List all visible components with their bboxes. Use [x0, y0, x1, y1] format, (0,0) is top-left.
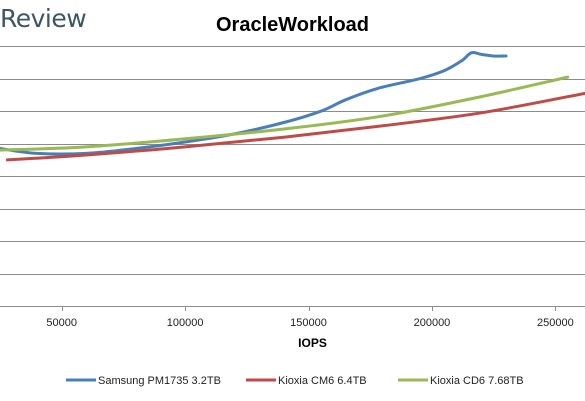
- gridlines: [0, 46, 585, 275]
- x-tick-label: 200000: [414, 317, 451, 329]
- series-lines: [0, 50, 585, 162]
- x-axis-label: IOPS: [298, 336, 327, 350]
- series-line-1: [0, 50, 508, 156]
- x-tick-label: 100000: [167, 317, 204, 329]
- legend-label: Kioxia CM6 6.4TB: [278, 375, 367, 387]
- axes: [0, 306, 585, 311]
- x-tick-label: 150000: [290, 317, 327, 329]
- series-line-2: [5, 91, 585, 162]
- legend-label: Kioxia CD6 7.68TB: [430, 375, 524, 387]
- x-tick-label: 250000: [537, 317, 574, 329]
- brand-logo-text: Review: [0, 4, 87, 33]
- x-tick-labels: 50000 100000 150000 200000 250000: [46, 317, 573, 329]
- series-line-3: [0, 75, 570, 152]
- x-tick-label: 50000: [46, 317, 77, 329]
- legend-label: Samsung PM1735 3.2TB: [98, 375, 221, 387]
- legend: Samsung PM1735 3.2TB Kioxia CM6 6.4TB Kiox…: [66, 375, 524, 387]
- chart-title: OracleWorkload: [215, 14, 370, 36]
